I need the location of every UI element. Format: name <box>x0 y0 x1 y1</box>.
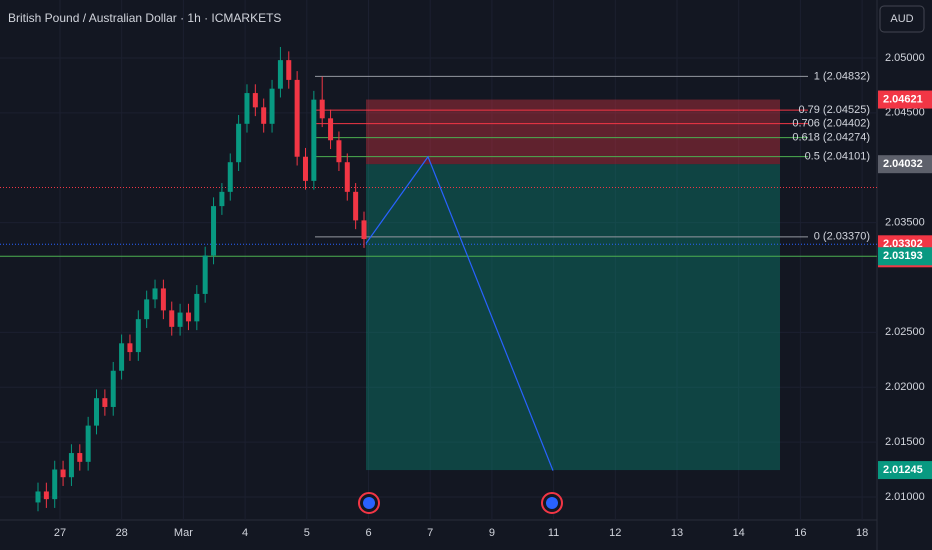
candle-body <box>353 191 359 221</box>
x-tick-label: 7 <box>427 527 433 539</box>
price-tag-label: 2.04621 <box>883 93 923 105</box>
candle-body <box>119 343 125 371</box>
fib-label: 0 (2.03370) <box>814 231 870 243</box>
candle-body <box>94 398 100 426</box>
x-tick-label: 14 <box>733 527 745 539</box>
projection-path <box>365 155 554 471</box>
candle-body <box>177 312 183 327</box>
candle-body <box>52 469 58 500</box>
candle-body <box>77 453 83 462</box>
candle-body <box>152 288 158 300</box>
currency-button[interactable] <box>879 5 925 33</box>
x-tick-label: 6 <box>365 527 371 539</box>
y-tick-label: 2.03500 <box>885 216 925 228</box>
fib-label: 1 (2.04832) <box>814 70 870 82</box>
price-tag <box>878 461 932 480</box>
candle-body <box>135 319 141 353</box>
candle-body <box>236 123 242 163</box>
y-tick-label: 2.02500 <box>885 326 925 338</box>
candle-body <box>361 220 367 240</box>
candle-body <box>244 93 250 124</box>
target-zone <box>366 164 780 471</box>
x-tick-label: Mar <box>174 527 193 539</box>
candle-body <box>227 162 233 192</box>
candle-body <box>336 140 342 163</box>
candle-body <box>277 60 283 89</box>
candle-body <box>110 370 116 407</box>
candle-body <box>68 453 74 478</box>
event-icon-flag <box>363 497 375 509</box>
price-tag-label: 2.03193 <box>883 250 923 262</box>
fib-label: 0.5 (2.04101) <box>805 151 870 163</box>
x-tick-label: 12 <box>609 527 621 539</box>
y-tick-label: 2.01500 <box>885 436 925 448</box>
candle-body <box>35 491 41 503</box>
candle-body <box>286 60 292 80</box>
price-tag-label: 2.01245 <box>883 464 923 476</box>
candle-body <box>328 118 334 141</box>
candle-body <box>311 99 317 181</box>
event-icon-flag <box>546 497 558 509</box>
x-tick-label: 5 <box>304 527 310 539</box>
y-tick-label: 2.02000 <box>885 381 925 393</box>
candle-body <box>144 299 150 320</box>
plot: 1 (2.04832) 0.79 (2.04525)0.706 (2.04402)… <box>0 0 877 520</box>
candle-body <box>202 255 208 294</box>
price-tag <box>878 155 932 174</box>
candle-body <box>294 79 300 157</box>
candle-body <box>43 491 49 500</box>
candle-body <box>344 162 350 192</box>
y-tick-label: 2.04500 <box>885 107 925 119</box>
x-tick-label: 13 <box>671 527 683 539</box>
x-tick-label: 11 <box>548 527 559 539</box>
x-tick-label: 18 <box>856 527 868 539</box>
currency[interactable]: AUD <box>890 13 913 25</box>
x-tick-label: 27 <box>54 527 66 539</box>
candle-body <box>319 99 325 119</box>
candle-body <box>269 88 275 124</box>
fib-label: 0.79 (2.04525) <box>798 104 870 116</box>
candle-body <box>60 469 66 478</box>
candle-body <box>169 310 175 327</box>
candle-body <box>127 343 133 353</box>
price-tag <box>878 90 932 109</box>
price-tag-label: 2.03302 <box>883 238 923 250</box>
x-tick-label: 16 <box>794 527 806 539</box>
candle-body <box>85 425 91 462</box>
candle-body <box>194 293 200 322</box>
x-tick-label: 4 <box>242 527 248 539</box>
stop-zone <box>366 99 780 165</box>
candle-body <box>160 288 166 311</box>
y-tick-label: 2.05000 <box>885 52 925 64</box>
fib-label: 0.706 (2.04402) <box>792 117 870 129</box>
candle-body <box>261 107 267 124</box>
chart-title: British Pound / Australian Dollar · 1h ·… <box>8 11 281 25</box>
candle-body <box>185 312 191 322</box>
candle-body <box>252 93 258 108</box>
fib-label: 0.618 (2.04274) <box>792 132 870 144</box>
x-tick-label: 28 <box>116 527 128 539</box>
candle-body <box>302 156 308 181</box>
candle-body <box>211 206 217 256</box>
price-tag-label: 2.04032 <box>883 158 923 170</box>
candle-body <box>219 191 225 207</box>
y-tick-label: 2.01000 <box>885 491 925 503</box>
price-tag <box>878 247 932 266</box>
candle-body <box>102 398 108 407</box>
x-tick-label: 9 <box>489 527 495 539</box>
